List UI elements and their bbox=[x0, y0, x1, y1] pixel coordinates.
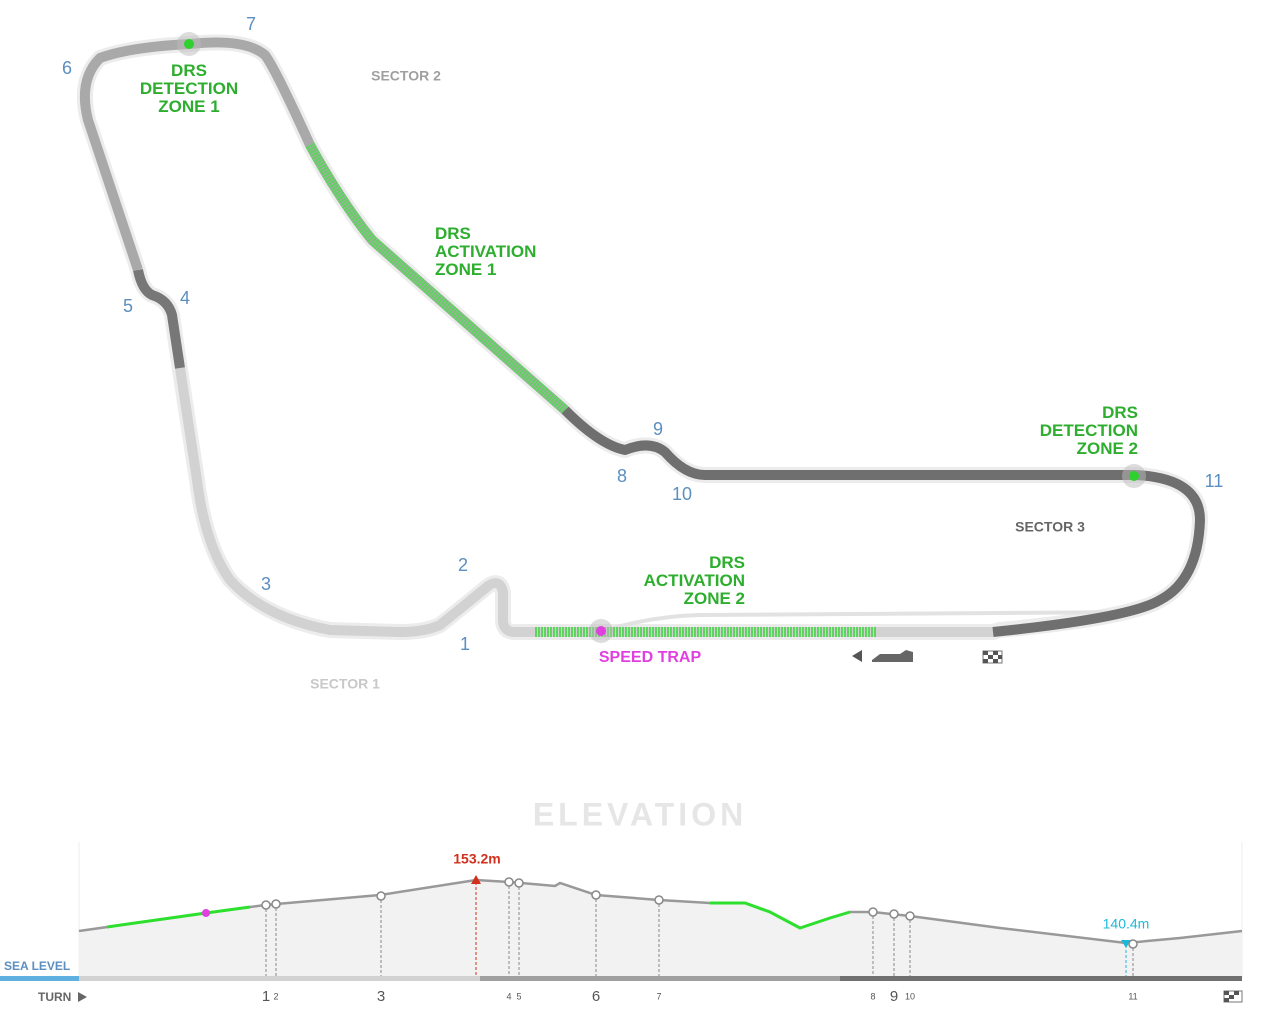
track-sector-dark bbox=[133, 268, 185, 369]
drs-label: DRS ACTIVATION ZONE 1 bbox=[435, 224, 536, 279]
elevation-drs bbox=[710, 901, 851, 930]
drs-label-line: DETECTION bbox=[140, 79, 238, 98]
drs-label-line: ACTIVATION bbox=[644, 571, 745, 590]
drs-label-line: ZONE 1 bbox=[158, 97, 219, 116]
sea-level-label: SEA LEVEL bbox=[4, 959, 70, 973]
turn-label: 11 bbox=[1205, 471, 1224, 491]
elevation-turn-label: 1 bbox=[262, 988, 270, 1005]
sector-label: SECTOR 2 bbox=[371, 68, 441, 84]
drs-label-line: DRS bbox=[171, 61, 207, 80]
drs-label-line: DETECTION bbox=[1040, 421, 1138, 440]
speed-trap-label: SPEED TRAP bbox=[599, 649, 702, 666]
track-sector-3 bbox=[561, 406, 1205, 637]
turn-marker bbox=[868, 907, 878, 917]
turn-marker bbox=[376, 891, 386, 901]
elevation-title: ELEVATION bbox=[533, 796, 747, 832]
elevation-speed-trap bbox=[202, 909, 210, 917]
sector-bar-3 bbox=[840, 976, 1242, 981]
min-label: 140.4m bbox=[1103, 916, 1150, 932]
finish-flag bbox=[1223, 990, 1243, 1003]
elevation-turn-label: 5 bbox=[516, 991, 521, 1001]
elevation-turn-label: 2 bbox=[273, 991, 278, 1001]
elevation-turn-label: 11 bbox=[1128, 991, 1137, 1001]
elevation-turn-label: 8 bbox=[870, 991, 875, 1001]
turn-marker bbox=[654, 895, 664, 905]
elevation-area bbox=[79, 880, 1242, 976]
turn-marker bbox=[271, 899, 281, 909]
turn-marker bbox=[591, 890, 601, 900]
turn-label: 6 bbox=[62, 58, 72, 78]
drs-label-line: ZONE 2 bbox=[1077, 439, 1138, 458]
turn-marker bbox=[889, 909, 899, 919]
track-sector-1 bbox=[175, 367, 993, 637]
drs-label-line: DRS bbox=[435, 224, 471, 243]
min-marker bbox=[1121, 940, 1131, 948]
track-outline bbox=[76, 34, 1208, 640]
drs-label: DRS DETECTION ZONE 1 bbox=[140, 61, 238, 116]
turn-label: 9 bbox=[653, 419, 663, 439]
turn-marker bbox=[514, 878, 524, 888]
drs-label-line: ZONE 1 bbox=[435, 260, 496, 279]
elevation-turn-label: 6 bbox=[592, 988, 600, 1005]
direction-arrow bbox=[852, 650, 862, 662]
drs-label-line: ZONE 2 bbox=[684, 589, 745, 608]
turn-axis-arrow bbox=[78, 992, 87, 1002]
turn-label: 4 bbox=[180, 288, 190, 308]
drs-label: DRS DETECTION ZONE 2 bbox=[1040, 403, 1138, 458]
sector-label: SECTOR 3 bbox=[1015, 519, 1085, 535]
turn-marker bbox=[905, 911, 915, 921]
max-marker bbox=[471, 875, 481, 884]
sector-bar-2 bbox=[480, 976, 840, 981]
turn-label: 10 bbox=[672, 484, 692, 504]
elevation-turn-label: 3 bbox=[377, 988, 385, 1005]
drs-label-line: DRS bbox=[1102, 403, 1138, 422]
drs-detection-point bbox=[184, 39, 194, 49]
turn-marker bbox=[504, 877, 514, 887]
elevation-turn-label: 10 bbox=[905, 991, 915, 1001]
elevation-turn-label: 9 bbox=[890, 988, 898, 1005]
elevation-turn-label: 7 bbox=[656, 991, 661, 1001]
turn-marker bbox=[261, 900, 271, 910]
sea-level-bar bbox=[0, 976, 79, 981]
turn-axis-label: TURN bbox=[38, 990, 71, 1004]
drs-detection-point bbox=[1129, 471, 1139, 481]
drs-label-line: DRS bbox=[709, 553, 745, 572]
drs-label: DRS ACTIVATION ZONE 2 bbox=[644, 553, 745, 608]
turn-label: 3 bbox=[261, 574, 271, 594]
turn-label: 8 bbox=[617, 466, 627, 486]
speed-trap-point bbox=[596, 626, 606, 636]
turn-label: 2 bbox=[458, 555, 468, 575]
sector-label: SECTOR 1 bbox=[310, 676, 380, 692]
drs-zone-1 bbox=[305, 142, 569, 414]
finish-flag bbox=[982, 650, 1003, 664]
turn-label: 7 bbox=[246, 14, 256, 34]
sector-bar-1 bbox=[79, 976, 480, 981]
track-sector-2 bbox=[79, 37, 569, 414]
turn-label: 5 bbox=[123, 296, 133, 316]
drs-label-line: ACTIVATION bbox=[435, 242, 536, 261]
turn-marker bbox=[1128, 939, 1138, 949]
elevation-turn-label: 4 bbox=[506, 991, 511, 1001]
car-icon bbox=[872, 650, 913, 662]
turn-label: 1 bbox=[460, 634, 470, 654]
max-label: 153.2m bbox=[453, 851, 500, 867]
